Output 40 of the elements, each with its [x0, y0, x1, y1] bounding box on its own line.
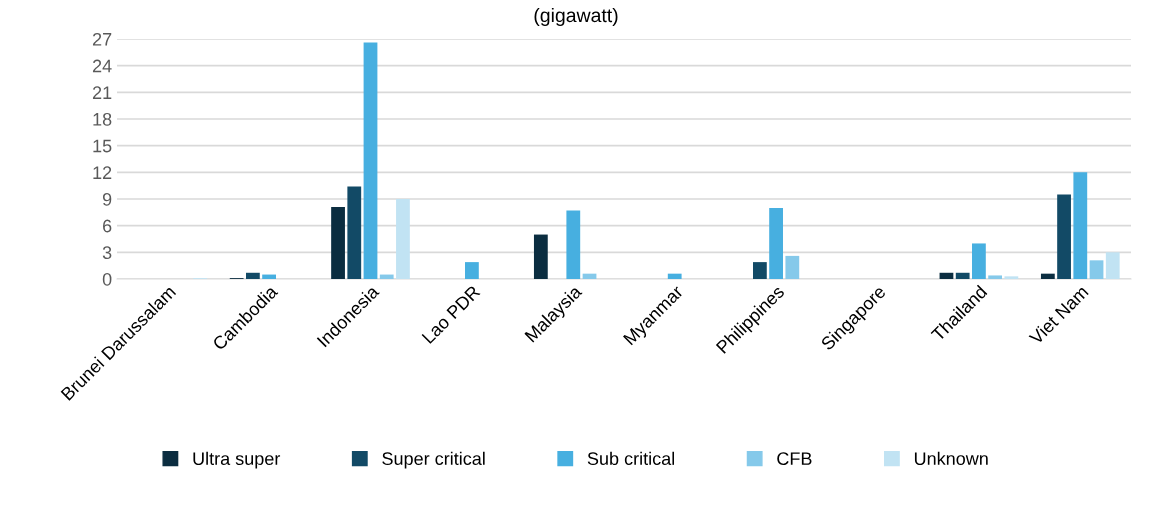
- bar: [379, 274, 394, 279]
- y-tick-label: 0: [102, 272, 112, 286]
- bar: [667, 273, 682, 279]
- legend-label: CFB: [777, 452, 812, 466]
- y-tick-label: 9: [102, 192, 112, 206]
- bar: [1057, 194, 1071, 279]
- legend-label: Unknown: [914, 451, 988, 466]
- bar: [331, 207, 345, 279]
- y-tick-label: 18: [93, 112, 112, 126]
- bar: [939, 272, 954, 279]
- y-tick-label: 6: [103, 219, 112, 233]
- legend-label: Super critical: [382, 451, 485, 469]
- bar: [955, 272, 970, 279]
- y-tick-label: 15: [93, 139, 112, 153]
- bar: [363, 42, 378, 279]
- bar: [533, 234, 548, 279]
- bar: [1004, 276, 1019, 279]
- bar: [1089, 260, 1104, 279]
- y-tick-label: 27: [92, 32, 112, 46]
- y-tick-label: 24: [92, 59, 112, 73]
- bar: [769, 207, 783, 279]
- bar: [1073, 172, 1088, 279]
- legend-label: Ultra super: [193, 451, 281, 469]
- bar: [245, 272, 260, 279]
- bar: [1105, 252, 1120, 279]
- y-tick-label: 12: [93, 166, 112, 179]
- bar: [396, 199, 410, 279]
- bar: [752, 262, 767, 279]
- bar: [262, 274, 276, 279]
- bar: [347, 186, 362, 279]
- bar: [566, 210, 581, 279]
- bar: [785, 255, 800, 279]
- y-tick-label: 21: [92, 86, 112, 99]
- y-tick-label: 3: [102, 246, 112, 260]
- bar: [1040, 273, 1055, 279]
- chart-title: (gigawatt): [534, 7, 618, 27]
- legend-label: Sub critical: [587, 451, 675, 466]
- bar: [988, 275, 1003, 279]
- bar: [972, 243, 986, 279]
- bar: [465, 262, 479, 279]
